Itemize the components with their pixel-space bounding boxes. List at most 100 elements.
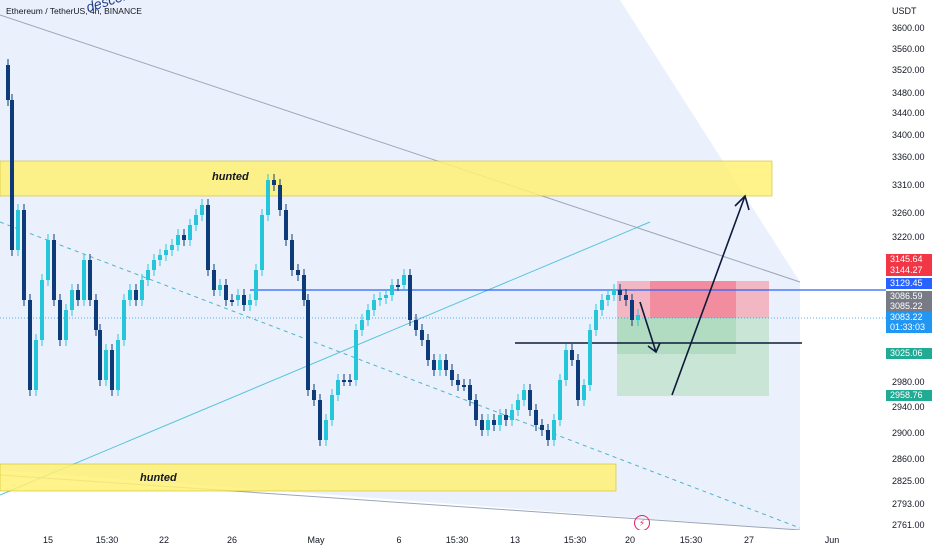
down-arrow[interactable] — [639, 301, 661, 354]
candle — [396, 285, 400, 287]
candle — [540, 425, 544, 430]
candle — [366, 310, 370, 320]
candle — [10, 100, 14, 250]
candle — [624, 295, 628, 300]
candle — [456, 380, 460, 385]
candle — [176, 235, 180, 245]
candle — [212, 270, 216, 290]
candle — [284, 210, 288, 240]
candle — [158, 255, 162, 260]
candles — [6, 59, 640, 446]
chart-area[interactable]: Ethereum / TetherUS, 4h, BINANCE descend… — [0, 0, 886, 530]
time-tick: 13 — [509, 535, 521, 545]
descending-channel[interactable] — [0, 0, 800, 530]
price-tick: 3480.00 — [892, 88, 925, 98]
candle — [64, 310, 68, 340]
candle — [636, 315, 640, 320]
price-tick: 2980.00 — [892, 377, 925, 387]
candle — [570, 350, 574, 360]
price-tick: 3440.00 — [892, 108, 925, 118]
up-arrow[interactable] — [671, 194, 750, 396]
candle — [140, 280, 144, 300]
candle — [420, 330, 424, 340]
candle — [330, 395, 334, 420]
candle — [290, 240, 294, 270]
candle — [612, 290, 616, 295]
time-axis[interactable]: 15 15:30 22 26 May 6 15:30 13 15:30 20 15:30 27 Jun — [0, 530, 886, 550]
candle — [188, 225, 192, 240]
candle — [128, 290, 132, 300]
price-badge: 3083.22 — [886, 312, 932, 323]
price-axis[interactable]: USDT 3600.00 3560.00 3520.00 3480.00 3440.00… — [886, 0, 932, 550]
candle — [34, 340, 38, 390]
symbol-title[interactable]: Ethereum / TetherUS, 4h, BINANCE — [6, 6, 142, 16]
candle — [170, 245, 174, 250]
ascending-trendline[interactable] — [0, 221, 651, 496]
time-tick: 15:30 — [445, 535, 469, 545]
candle — [414, 320, 418, 330]
candle — [438, 360, 442, 370]
price-badge: 3025.06 — [886, 348, 932, 359]
candle — [486, 420, 490, 430]
chart-canvas[interactable] — [0, 0, 886, 530]
candle — [40, 280, 44, 340]
candle — [342, 380, 346, 382]
candle — [164, 250, 168, 255]
price-tick: 3360.00 — [892, 152, 925, 162]
zone-bottom[interactable] — [0, 463, 617, 492]
candle — [152, 260, 156, 270]
time-tick: 27 — [743, 535, 755, 545]
candle — [498, 415, 502, 425]
candle — [52, 240, 56, 300]
candle — [324, 420, 328, 440]
price-tick: 2940.00 — [892, 402, 925, 412]
zone-top-label: hunted — [212, 171, 249, 183]
candle — [302, 275, 306, 300]
candle — [182, 235, 186, 240]
candle — [432, 360, 436, 370]
candle — [296, 270, 300, 275]
candle — [224, 285, 228, 300]
candle — [194, 215, 198, 225]
price-tick: 2825.00 — [892, 476, 925, 486]
price-tick: 3310.00 — [892, 180, 925, 190]
candle — [278, 185, 282, 210]
candle — [564, 350, 568, 380]
target-zone-mid[interactable] — [617, 318, 736, 354]
stop-zone-dark[interactable] — [650, 281, 736, 318]
price-tick: 2900.00 — [892, 428, 925, 438]
candle — [474, 400, 478, 420]
channel-mid-dashed[interactable] — [0, 221, 801, 529]
candle — [546, 430, 550, 440]
candle — [110, 350, 114, 390]
candle — [426, 340, 430, 360]
price-tick: 3400.00 — [892, 130, 925, 140]
time-tick: 15 — [42, 535, 54, 545]
price-badge: 3086.59 — [886, 291, 932, 302]
candle — [146, 270, 150, 280]
candle — [528, 390, 532, 410]
candle — [94, 300, 98, 330]
zone-top[interactable] — [0, 160, 773, 197]
candle — [348, 380, 352, 382]
candle — [558, 380, 562, 420]
candle — [450, 370, 454, 380]
candle — [28, 300, 32, 390]
candle — [408, 275, 412, 320]
candle — [576, 360, 580, 400]
price-badge: 3144.27 — [886, 265, 932, 276]
candle — [254, 270, 258, 300]
candle — [22, 210, 26, 300]
price-tick: 3220.00 — [892, 232, 925, 242]
candle — [88, 260, 92, 300]
candle — [582, 385, 586, 400]
currency-label[interactable]: USDT — [892, 6, 917, 16]
time-tick: May — [307, 535, 325, 545]
candle — [516, 400, 520, 410]
lightning-icon[interactable]: ⚡ — [634, 515, 650, 530]
candle — [306, 300, 310, 390]
channel-upper-line[interactable] — [0, 14, 801, 283]
price-tick: 2761.00 — [892, 520, 925, 530]
candle — [384, 295, 388, 298]
candle — [522, 390, 526, 400]
